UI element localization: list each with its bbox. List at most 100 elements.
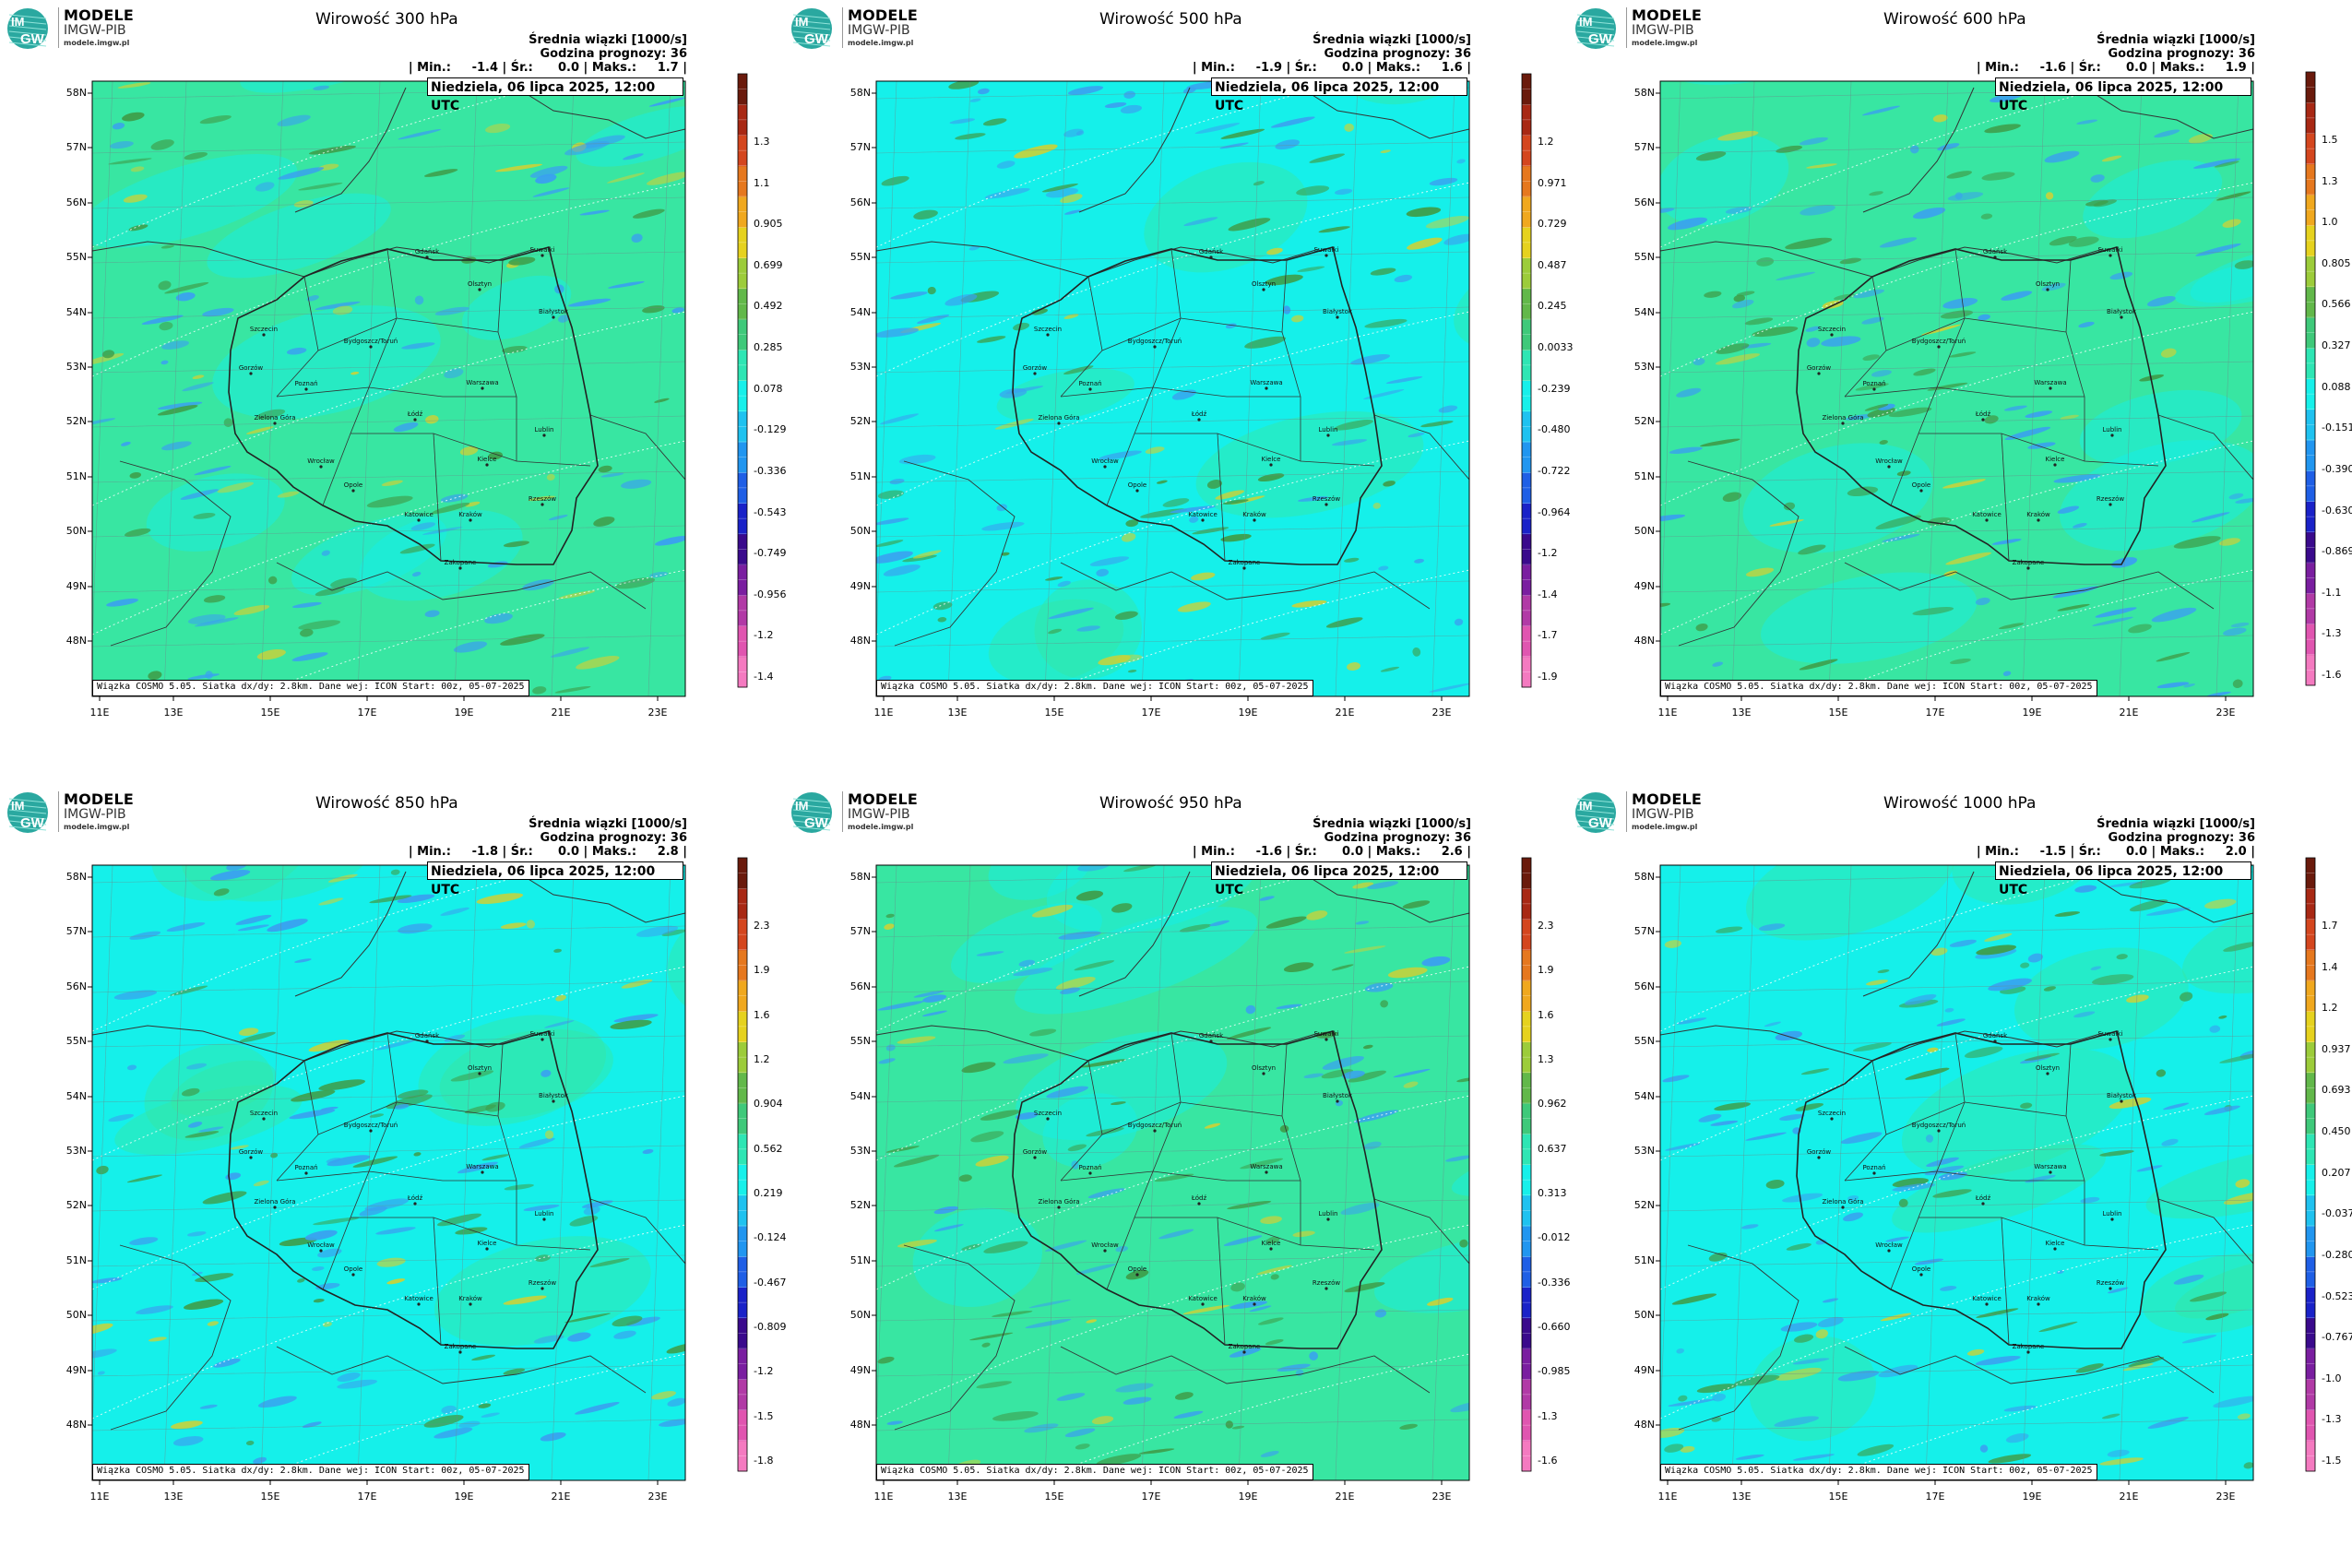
vorticity-streak xyxy=(158,401,203,410)
city-marker xyxy=(1046,333,1050,337)
vorticity-streak xyxy=(1940,1286,1957,1291)
vorticity-streak xyxy=(1031,904,1074,918)
vorticity-streak xyxy=(308,1039,350,1052)
vorticity-streak xyxy=(1667,217,1708,231)
vorticity-streak xyxy=(1792,1454,1835,1461)
lat-label: 52N xyxy=(849,1199,871,1211)
coastline xyxy=(92,241,536,278)
vorticity-streak xyxy=(564,1313,612,1324)
vorticity-streak xyxy=(2027,442,2056,449)
city-label: Gorzów xyxy=(239,1148,264,1156)
ensemble-mean-label: Średnia wiązki [1000/s] xyxy=(2097,817,2255,831)
colorbar-tick-label: -1.3 xyxy=(2322,1413,2342,1426)
graticule-lon xyxy=(2022,865,2046,1480)
vorticity-streak xyxy=(413,1152,422,1157)
vorticity-streak xyxy=(1115,1383,1154,1393)
vorticity-streak xyxy=(2222,219,2241,228)
coastline xyxy=(294,87,407,213)
city-marker xyxy=(1253,1302,1256,1306)
vorticity-streak xyxy=(148,1336,167,1342)
colorbar-segment xyxy=(2306,1409,2315,1442)
vorticity-streak xyxy=(2054,911,2081,917)
vorticity-streak xyxy=(1454,618,1464,626)
vorticity-streak xyxy=(944,293,978,306)
lon-label: 21E xyxy=(2119,707,2139,719)
city-label: Białystok xyxy=(1323,1092,1353,1099)
colorbar-segment xyxy=(738,1348,747,1380)
field-zone xyxy=(1660,134,1789,226)
city-marker xyxy=(1103,1249,1107,1253)
vorticity-streak xyxy=(2090,966,2102,970)
colorbar-tick-label: 0.207 xyxy=(2322,1166,2351,1179)
voivodeship-border xyxy=(1885,1101,2067,1135)
vorticity-streak xyxy=(1387,967,1428,979)
vorticity-streak xyxy=(326,1158,341,1164)
vorticity-streak xyxy=(213,888,230,897)
map-field xyxy=(1660,865,2253,1480)
city-marker xyxy=(417,518,421,522)
logo-badge-top: IM xyxy=(11,15,24,29)
vorticity-streak xyxy=(1075,890,1104,901)
vorticity-streak xyxy=(238,1028,259,1037)
city-label: Gorzów xyxy=(1023,364,1048,372)
vorticity-streak xyxy=(1297,266,1325,272)
vorticity-streak xyxy=(410,522,436,531)
vorticity-streak xyxy=(207,1321,220,1326)
vorticity-streak xyxy=(1048,628,1063,635)
colorbar-tick-label: -0.280 xyxy=(2322,1248,2352,1261)
graticule-lat xyxy=(876,580,1469,593)
city-label: Opole xyxy=(1128,1265,1147,1273)
vorticity-streak xyxy=(961,1243,982,1251)
graticule-lat xyxy=(876,1254,1469,1267)
city-label: Lublin xyxy=(2103,426,2122,434)
colorbar-segment xyxy=(738,1134,747,1165)
vorticity-streak xyxy=(1045,1240,1087,1252)
map-frame xyxy=(1659,864,2254,1481)
map-frame xyxy=(91,80,686,697)
colorbar-segment xyxy=(1522,919,1531,951)
city-marker xyxy=(552,315,555,319)
vorticity-streak xyxy=(1331,439,1368,446)
city-marker xyxy=(262,333,266,337)
vorticity-streak xyxy=(425,415,439,424)
vorticity-streak xyxy=(1769,519,1804,527)
vorticity-map: GdańskOlsztynSuwałkiBiałystokSzczecinByd… xyxy=(88,73,748,701)
vorticity-streak xyxy=(1664,1443,1684,1453)
vorticity-streak xyxy=(1944,1007,1954,1013)
city-label: Warszawa xyxy=(466,379,498,386)
lon-label: 21E xyxy=(2119,1491,2139,1503)
vorticity-streak xyxy=(671,307,684,314)
vorticity-streak xyxy=(304,1229,338,1241)
vorticity-streak xyxy=(651,1391,676,1400)
vorticity-streak xyxy=(1878,1364,1918,1378)
vorticity-streak xyxy=(187,1231,207,1237)
vorticity-streak xyxy=(1123,90,1136,99)
city-marker xyxy=(1993,1039,1997,1043)
colorbar-tick-label: 1.3 xyxy=(2322,174,2338,187)
vorticity-streak xyxy=(1380,149,1391,153)
vorticity-streak xyxy=(1347,662,1360,671)
lat-label: 58N xyxy=(65,87,87,99)
vorticity-panel: IM GW MODELE IMGW-PIB modele.imgw.pl Wirowość… xyxy=(784,784,1570,1568)
vorticity-streak xyxy=(300,628,314,637)
lon-label: 11E xyxy=(89,1491,110,1503)
colorbar-tick-label: -0.749 xyxy=(754,547,787,560)
city-label: Kraków xyxy=(458,1295,482,1302)
colorbar-segment xyxy=(2306,1134,2315,1165)
colorbar-tick-label: -0.151 xyxy=(2322,422,2352,434)
vorticity-streak xyxy=(2044,150,2080,163)
logo-badge-bottom: GW xyxy=(804,815,829,831)
lon-label: 21E xyxy=(551,1491,571,1503)
coastline xyxy=(1660,241,2104,278)
city-label: Katowice xyxy=(1188,1295,1218,1302)
city-marker xyxy=(1088,1171,1092,1175)
coastline xyxy=(876,241,1320,278)
vorticity-streak xyxy=(108,1113,135,1123)
logo-subtitle: IMGW-PIB xyxy=(1632,807,1694,822)
graticule-lat xyxy=(1660,1364,2253,1377)
field-zone xyxy=(576,105,685,167)
vorticity-streak xyxy=(659,1419,685,1427)
field-zone xyxy=(1892,1144,2107,1233)
field-zone xyxy=(1195,410,1424,518)
vorticity-streak xyxy=(458,1420,481,1429)
